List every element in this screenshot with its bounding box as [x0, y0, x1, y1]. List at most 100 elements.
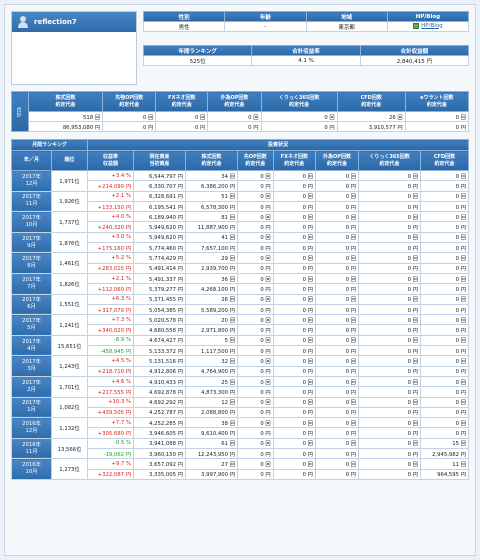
fx-op-value: 0 円 [314, 427, 360, 439]
cfd-value: 0 円 [420, 303, 469, 316]
futures-op-value: 0 円 [237, 468, 274, 480]
click365-count: 0 回 [358, 314, 421, 326]
stock-count: 5 回 [185, 334, 238, 347]
cfd-count: 0 回 [420, 169, 469, 182]
fxneo-value: 0 円 [272, 468, 316, 480]
fx-op-value: 0 円 [314, 242, 360, 254]
month-rank: 1,701位 [51, 375, 88, 398]
fxneo-count: 0 回 [272, 334, 316, 347]
fx-op-count: 0 回 [314, 417, 360, 429]
totals-count: 0 回 [260, 111, 338, 122]
monthly-ranking-header: 月間ランキング [11, 139, 88, 151]
stock-value: 4,268,100 円 [185, 283, 238, 295]
monthly-table: 月間ランキング 投資状況 年／月 順位 収益率 収益額 現在資産 当初資産 株式… [11, 139, 469, 480]
fxneo-count: 0 回 [272, 272, 316, 285]
fxneo-count: 0 回 [272, 190, 316, 202]
cfd-value: 0 円 [420, 427, 469, 439]
stock-value: 6,386,200 円 [185, 180, 238, 192]
initial-assets: 3,335,005 円 [133, 468, 186, 480]
current-assets: 5,371,455 円 [133, 293, 186, 305]
month-rank: 1,082位 [51, 396, 88, 419]
fx-op-count: 0 回 [314, 231, 360, 244]
month-amount: -19,062 円 [87, 448, 134, 460]
initial-assets: 3,960,150 円 [133, 448, 186, 460]
month-amount: +214,090 円 [87, 180, 134, 192]
futures-op-count: 0 回 [237, 231, 274, 244]
futures-op-value: 0 円 [237, 324, 274, 336]
fxneo-value: 0 円 [272, 324, 316, 336]
blog-header: HP/Blog [386, 11, 470, 22]
month-month: 7月 [27, 283, 36, 290]
click365-value: 0 円 [358, 406, 421, 419]
fx-op-value: 0 円 [314, 200, 360, 213]
username: reflection7 [34, 18, 77, 26]
totals-header-fxop: 外為OP回数 約定代金 [207, 91, 262, 112]
month-rank: 1,826位 [51, 272, 88, 295]
click365-count: 0 回 [358, 293, 421, 305]
blog-cell: HP/Blog [386, 21, 470, 32]
fx-op-value: 0 円 [314, 221, 360, 233]
futures-op-count: 0 回 [237, 190, 274, 202]
fxneo-value: 0 円 [272, 180, 316, 192]
month-cell: 2017年 6月 [11, 293, 52, 316]
fx-op-count: 0 回 [314, 355, 360, 367]
totals-count: 0 回 [404, 111, 470, 122]
totals-count: 0 回 [155, 111, 209, 122]
stock-count: 36 回 [185, 272, 238, 285]
month-year: 2017年 [22, 235, 41, 242]
ranking-summary-table: 年間ランキング 合計収益率 合計収益額 525位 4.1 % 2,840,415… [142, 45, 470, 66]
fx-op-count: 0 回 [314, 375, 360, 388]
cfd-count: 0 回 [420, 375, 469, 388]
total-amount-value: 2,840,415 円 [359, 55, 470, 66]
cfd-count: 0 回 [420, 396, 469, 408]
fx-op-count: 0 回 [314, 458, 360, 470]
futures-op-count: 0 回 [237, 458, 274, 470]
stock-count: 32 回 [185, 355, 238, 367]
stock-value: 3,997,900 円 [185, 468, 238, 480]
month-amount: +322,087 円 [87, 468, 134, 480]
futures-op-value: 0 円 [237, 283, 274, 295]
click365-count: 0 回 [358, 169, 421, 182]
futures-op-value: 0 円 [237, 221, 274, 233]
month-amount: +240,320 円 [87, 221, 134, 233]
click365-count: 0 回 [358, 417, 421, 429]
stock-count: 25 回 [185, 375, 238, 388]
cfd-value: 0 円 [420, 324, 469, 336]
month-cell: 2017年 12月 [11, 170, 52, 192]
click365-count: 0 回 [358, 375, 421, 388]
totals-amount: 0 円 [155, 121, 209, 132]
stock-value: 9,610,400 円 [185, 427, 238, 439]
month-month: 3月 [27, 366, 36, 373]
initial-assets: 3,946,605 円 [133, 427, 186, 439]
blog-icon [413, 22, 420, 29]
total-amount-header: 合計収益額 [359, 45, 470, 56]
cfd-value: 0 円 [420, 345, 469, 357]
totals-header-click365: くりっく365回数 約定代金 [260, 91, 338, 112]
fxneo-value: 0 円 [272, 427, 316, 439]
fx-op-count: 0 回 [314, 314, 360, 326]
month-cell: 2016年 11月 [11, 437, 52, 460]
current-assets: 4,692,292 円 [133, 396, 186, 408]
click365-count: 0 回 [358, 396, 421, 408]
current-assets: 5,020,578 円 [133, 314, 186, 326]
col-fxneo: FXネオ回数 約定代金 [272, 150, 316, 171]
futures-op-value: 0 円 [237, 345, 274, 357]
month-rate: +2.1 % [87, 272, 134, 285]
click365-value: 0 円 [358, 283, 421, 295]
month-rate: -0.5 % [87, 437, 134, 450]
cfd-value: 0 円 [420, 221, 469, 233]
totals-header-fxneo: FXネオ回数 約定代金 [155, 91, 209, 112]
futures-op-value: 0 円 [237, 242, 274, 254]
region-value: 東京都 [305, 21, 388, 32]
blog-link[interactable]: HP/Blog [413, 22, 443, 29]
current-assets: 4,252,285 円 [133, 417, 186, 429]
click365-count: 0 回 [358, 231, 421, 244]
fxneo-value: 0 円 [272, 406, 316, 419]
age-header: 年齢 [224, 11, 307, 22]
fx-op-value: 0 円 [314, 262, 360, 274]
col-rate-amount: 収益率 収益額 [87, 150, 134, 171]
